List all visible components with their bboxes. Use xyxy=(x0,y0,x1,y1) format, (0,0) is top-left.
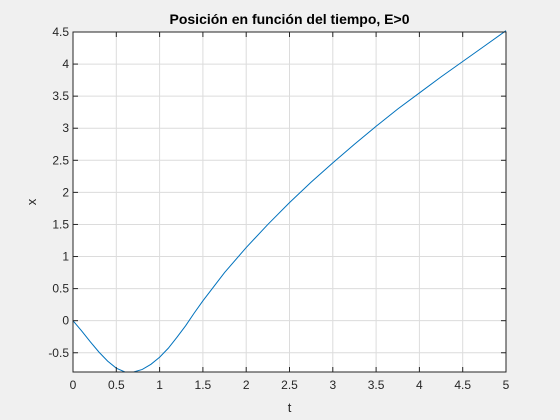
y-tick-label: 1.5 xyxy=(52,217,69,231)
x-tick-label: 3.5 xyxy=(368,378,385,392)
x-tick-label: 4 xyxy=(416,378,423,392)
x-tick-label: 3 xyxy=(329,378,336,392)
x-tick-label: 1.5 xyxy=(195,378,212,392)
y-tick-label: 3.5 xyxy=(52,89,69,103)
y-axis-label: x xyxy=(24,198,39,205)
y-tick-label: 0.5 xyxy=(52,282,69,296)
x-tick-label: 0.5 xyxy=(108,378,125,392)
ticks-group: 0 0.5 1 1.5 2 2.5 3 3.5 4 4.5 5 -0.5 0 0.5 1 1.5 2 2.5 3 3.… xyxy=(48,25,509,392)
x-axis-label: t xyxy=(288,400,292,415)
x-tick-label: 2 xyxy=(243,378,250,392)
y-tick-label: 1 xyxy=(62,250,69,264)
series-group xyxy=(72,30,507,373)
y-tick-label: 4.5 xyxy=(52,25,69,39)
chart-title: Posición en función del tiempo, E>0 xyxy=(170,11,410,27)
x-tick-label: 0 xyxy=(70,378,77,392)
y-tick-label: -0.5 xyxy=(48,346,69,360)
x-tick-label: 4.5 xyxy=(454,378,471,392)
x-tick-label: 1 xyxy=(156,378,163,392)
x-tick-label: 5 xyxy=(503,378,510,392)
y-tick-label: 2 xyxy=(62,185,69,199)
series-line xyxy=(72,30,507,373)
y-tick-label: 2.5 xyxy=(52,153,69,167)
x-tick-label: 2.5 xyxy=(281,378,298,392)
y-tick-label: 4 xyxy=(62,57,69,71)
y-tick-label: 0 xyxy=(62,314,69,328)
y-tick-label: 3 xyxy=(62,121,69,135)
